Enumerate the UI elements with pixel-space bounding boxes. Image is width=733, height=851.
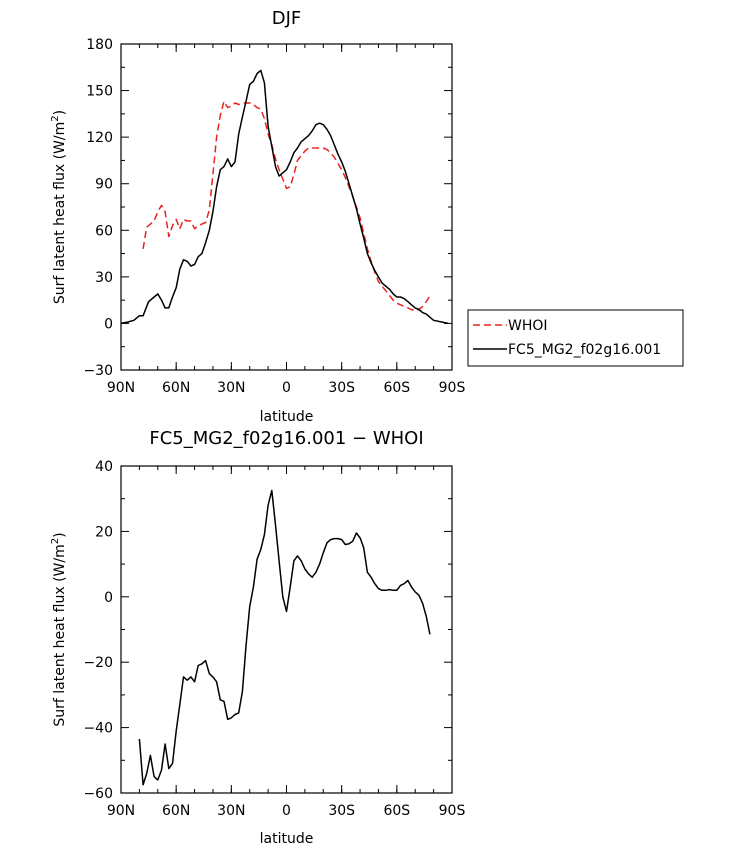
y-tick-label: 150	[86, 84, 113, 100]
plot-frame	[120, 43, 453, 371]
x-tick-label: 90S	[439, 380, 466, 396]
x-tick-label: 60N	[162, 380, 190, 396]
y-tick-label: −40	[83, 721, 113, 737]
x-tick-label: 60S	[383, 803, 410, 819]
series-line-1	[138, 489, 431, 786]
legend-label-1: WHOI	[508, 318, 548, 334]
x-tick-label: 60N	[162, 803, 190, 819]
x-tick-label: 90N	[107, 380, 135, 396]
series-line-1	[142, 100, 431, 312]
x-tick-label: 0	[282, 803, 291, 819]
x-tick-label: 0	[282, 380, 291, 396]
y-axis-label-main: Surf latent heat flux (W/m	[52, 122, 68, 304]
x-tick-label: 30S	[328, 380, 355, 396]
y-tick-label: 120	[86, 130, 113, 146]
y-tick-label: 180	[86, 37, 113, 53]
chart-title: DJF	[272, 8, 302, 29]
y-tick-label: 90	[95, 177, 113, 193]
y-tick-label: 20	[95, 524, 113, 540]
chart-panel-2: FC5_MG2_f02g16.001 − WHOI 90N 60N 30N 0 30S 60…	[50, 428, 465, 847]
chart-panel-1: DJF 90N 60N 30N 0 30S 60S 90S 180 150 120 90 60 30 0 −3…	[50, 8, 465, 425]
y-tick-label: 30	[95, 270, 113, 286]
y-tick-label: 40	[95, 459, 113, 475]
y-axis-label-main: Surf latent heat flux (W/m	[52, 544, 68, 726]
legend-box	[467, 309, 684, 367]
x-tick-label: 30S	[328, 803, 355, 819]
y-axis-label: Surf latent heat flux (W/m2)	[50, 110, 68, 304]
y-tick-label: −30	[83, 363, 113, 379]
legend: WHOI FC5_MG2_f02g16.001	[467, 309, 684, 367]
x-tick-label: 90N	[107, 803, 135, 819]
y-axis-label: Surf latent heat flux (W/m2)	[50, 532, 68, 726]
x-tick-label: 90S	[439, 803, 466, 819]
x-axis-label: latitude	[260, 831, 314, 847]
y-axis-label-close: )	[52, 110, 68, 115]
y-axis-label-close: )	[52, 532, 68, 537]
y-tick-label: 0	[104, 590, 113, 606]
x-tick-label: 30N	[217, 803, 245, 819]
y-tick-label: 60	[95, 223, 113, 239]
legend-label-2: FC5_MG2_f02g16.001	[508, 342, 661, 358]
y-axis-label-superscript: 2	[50, 538, 61, 544]
y-tick-label: −60	[83, 786, 113, 802]
chart-title: FC5_MG2_f02g16.001 − WHOI	[149, 428, 423, 449]
x-tick-label: 60S	[383, 380, 410, 396]
y-axis-label-superscript: 2	[50, 115, 61, 121]
x-axis-label: latitude	[260, 409, 314, 425]
plot-frame	[120, 465, 453, 794]
series-line-2	[120, 69, 449, 325]
x-tick-label: 30N	[217, 380, 245, 396]
y-tick-label: 0	[104, 316, 113, 332]
y-tick-label: −20	[83, 655, 113, 671]
